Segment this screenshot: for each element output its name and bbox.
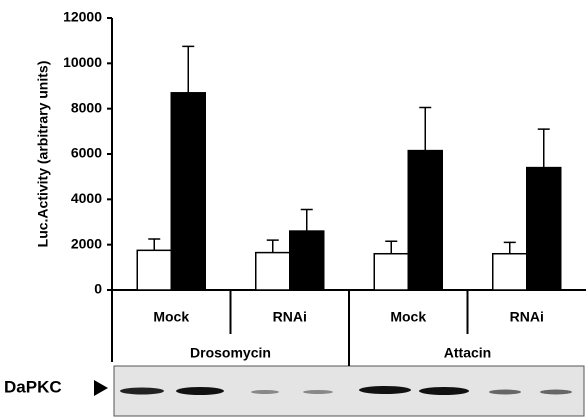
blot-arrow — [94, 380, 108, 396]
x-tick-label: RNAi — [510, 309, 544, 325]
bar — [171, 93, 205, 290]
error-bar — [538, 129, 550, 168]
error-bar — [148, 239, 160, 250]
y-tick-label: 6000 — [71, 145, 102, 161]
y-tick-label: 4000 — [71, 190, 102, 206]
y-tick-label: 0 — [94, 281, 102, 297]
y-axis-label: Luc.Activity (arbitrary units) — [35, 61, 51, 248]
error-bar — [182, 46, 194, 92]
error-bar — [301, 210, 313, 232]
x-tick-label: Mock — [390, 309, 426, 325]
error-bar — [267, 240, 279, 252]
chart: Luc.Activity (arbitrary units) DaPKC 0 20… — [0, 0, 587, 417]
bar — [374, 254, 408, 290]
bar — [408, 151, 442, 290]
x-tick-label: Mock — [153, 309, 189, 325]
x-tick-label: RNAi — [273, 309, 307, 325]
bar — [527, 168, 561, 290]
western-blot — [114, 366, 584, 416]
y-tick-label: 10000 — [63, 54, 102, 70]
y-tick-label: 8000 — [71, 99, 102, 115]
error-bar — [504, 242, 516, 253]
y-tick-label: 2000 — [71, 235, 102, 251]
bar — [137, 250, 171, 290]
y-tick-label: 12000 — [63, 9, 102, 25]
bar — [493, 254, 527, 290]
error-bar — [385, 241, 397, 253]
blot-label: DaPKC — [4, 377, 62, 396]
error-bar — [419, 108, 431, 151]
bar — [290, 231, 324, 290]
group-label: Attacin — [444, 345, 491, 361]
group-label: Drosomycin — [190, 345, 271, 361]
bar — [256, 253, 290, 290]
